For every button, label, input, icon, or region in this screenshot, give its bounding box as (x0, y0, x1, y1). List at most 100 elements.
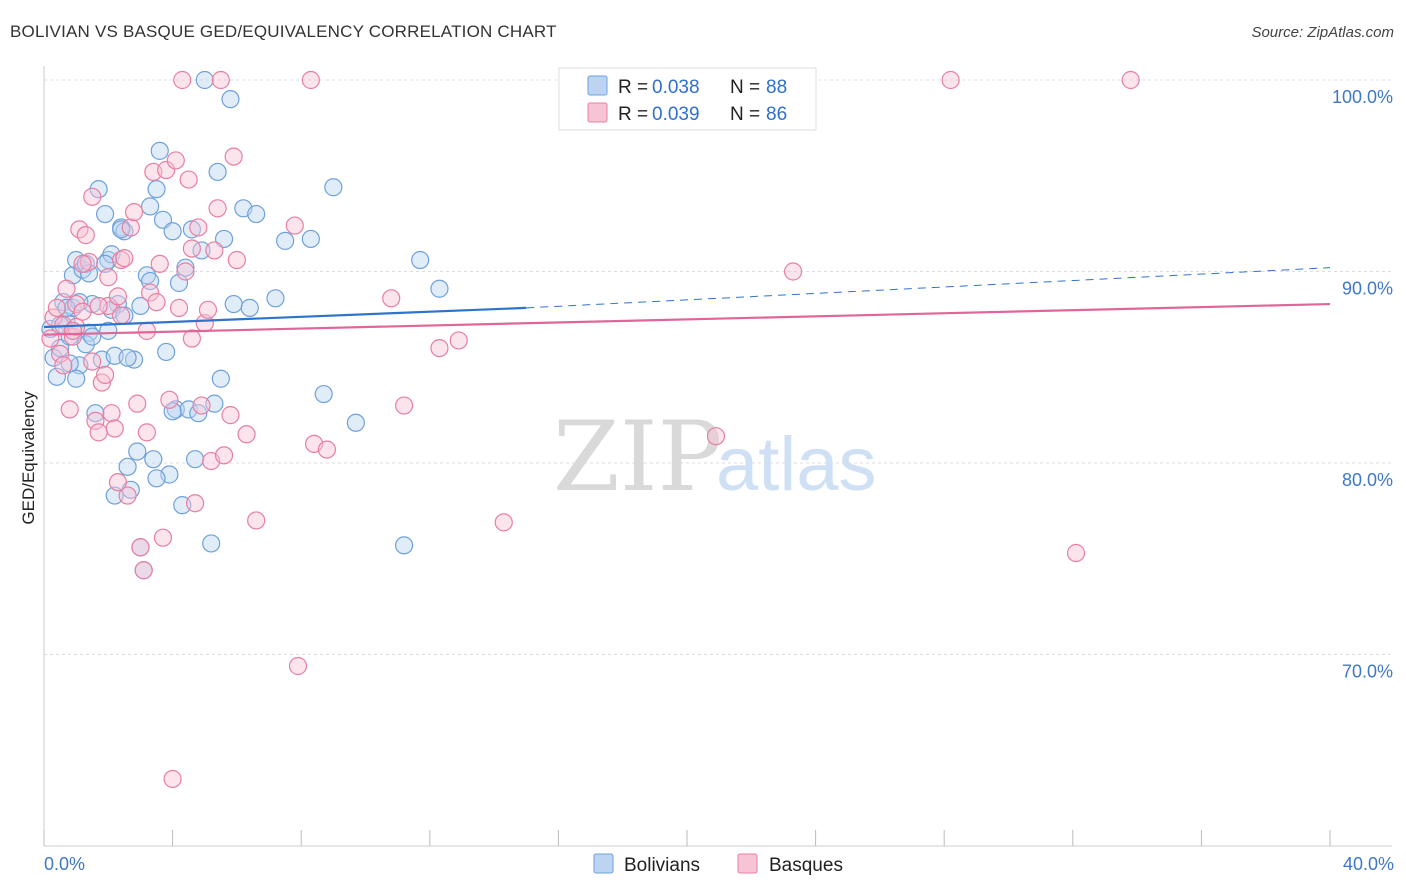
basque-point (941, 70, 960, 90)
basque-point (131, 538, 150, 557)
basque-point (76, 226, 95, 245)
bolivian-point (47, 367, 66, 386)
bolivian-point (186, 450, 205, 469)
bolivian-point (394, 536, 414, 555)
watermark-zip: ZIP (553, 401, 722, 513)
basque-point (41, 329, 60, 348)
basque-point (105, 419, 124, 438)
bolivian-point (266, 289, 285, 308)
bolivian-point (124, 350, 144, 369)
basque-point (102, 404, 121, 423)
bolivian-point (182, 220, 201, 239)
basque-point (186, 494, 205, 513)
basque-point (160, 390, 179, 409)
bolivian-point (240, 298, 259, 317)
bolivian-point (247, 204, 266, 224)
basque-point (121, 218, 140, 237)
watermark: ZIP atlas (553, 401, 877, 513)
basque-point (112, 250, 131, 270)
basque-point (99, 296, 118, 316)
bolivian-point (224, 294, 243, 314)
basque-point (224, 147, 243, 166)
basque-point (134, 561, 153, 580)
y-tick-label: 70.0% (1342, 662, 1393, 682)
basque-point (1066, 543, 1086, 563)
bolivian-point (95, 204, 115, 224)
series-legend: Bolivians Basques (593, 853, 843, 876)
bolivian-point (208, 162, 227, 182)
basque-point (247, 511, 266, 530)
basque-point (198, 300, 218, 319)
bolivian-point (147, 469, 166, 488)
legend-swatch-bolivians (587, 75, 608, 96)
bolivian-point (83, 327, 102, 346)
basque-point (54, 356, 73, 375)
basque-point (237, 425, 256, 444)
bolivian-point (202, 534, 221, 553)
basque-point (83, 352, 102, 371)
basque-point (301, 70, 320, 90)
basque-point (86, 411, 105, 430)
bolivian-point (169, 273, 189, 293)
bolivian-point (211, 369, 230, 388)
basque-point (60, 400, 79, 419)
bolivian-point (118, 348, 137, 367)
basque-point (47, 298, 66, 317)
basque-point (112, 306, 131, 325)
bolivians-trend-line (43, 306, 527, 329)
basque-point (382, 289, 401, 308)
bolivian-point (86, 404, 105, 423)
basque-point (147, 293, 166, 312)
basque-point (494, 513, 513, 532)
gridlines (44, 79, 1392, 655)
basque-point (285, 216, 304, 235)
stats-legend: R = 0.038 N = 88 R = 0.039 N = 86 (558, 67, 817, 131)
bolivian-point (221, 90, 240, 109)
basque-point (227, 250, 246, 270)
bolivian-point (147, 180, 166, 199)
y-tick-label: 100.0% (1332, 87, 1393, 107)
basque-point (1121, 70, 1140, 90)
bolivian-point (144, 450, 163, 469)
bolivian-point (67, 369, 86, 388)
x-tick-label-max: 40.0% (1343, 854, 1394, 874)
bolivians-trend-extension (526, 267, 1331, 309)
bolivian-point (195, 70, 214, 90)
bolivian-point (176, 258, 195, 277)
basque-point (208, 199, 227, 218)
bolivian-point (314, 384, 333, 404)
bolivian-point (411, 250, 430, 270)
basque-point (192, 396, 211, 415)
basque-point (288, 656, 308, 676)
basque-point (95, 365, 115, 385)
y-tick-label: 90.0% (1342, 279, 1393, 299)
basque-point (108, 287, 128, 306)
basques-trend-line (43, 302, 1331, 336)
basque-point (79, 252, 99, 272)
bolivian-point (166, 400, 185, 419)
bolivian-point (163, 402, 182, 421)
basque-point (128, 394, 147, 413)
y-tick-labels: 70.0% 80.0% 90.0% 100.0% (1332, 87, 1393, 682)
bolivian-point (105, 486, 124, 505)
bolivian-point (276, 231, 295, 250)
bottom-legend-label-basques: Basques (769, 855, 843, 876)
basque-point (108, 473, 128, 492)
basque-point (214, 446, 234, 465)
basque-point (50, 344, 70, 363)
basque-point (115, 248, 134, 268)
basque-point (179, 170, 198, 189)
legend-r-label-bolivians: R = (618, 77, 648, 98)
basque-point (89, 423, 108, 442)
basque-point (166, 151, 185, 170)
watermark-atlas: atlas (716, 422, 877, 507)
y-tick-label: 80.0% (1342, 470, 1393, 490)
basque-point (317, 440, 337, 459)
basque-point (169, 298, 189, 317)
basque-point (182, 239, 201, 258)
basque-point (57, 279, 76, 298)
basque-point (150, 254, 169, 273)
basque-point (783, 262, 803, 281)
legend-n-label-basques: N = (730, 104, 760, 125)
